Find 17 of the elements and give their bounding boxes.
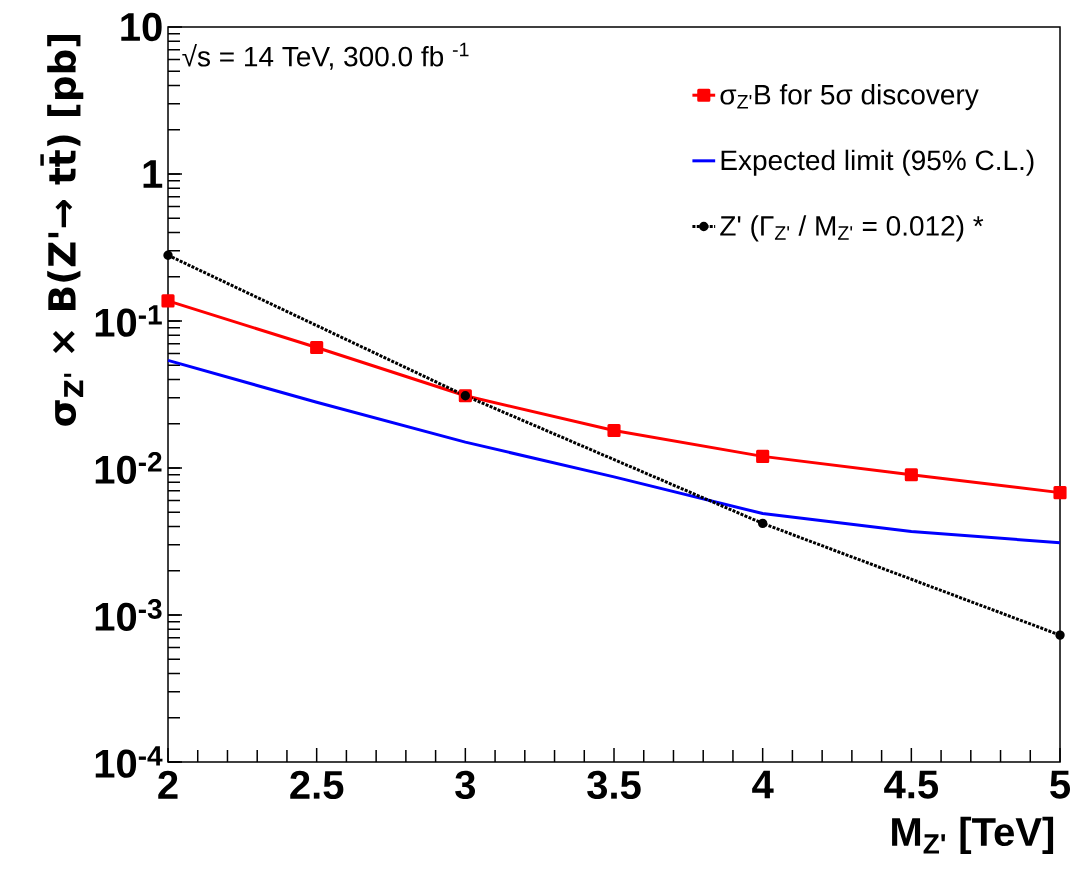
y-tick-label: 10	[121, 12, 162, 42]
x-axis-title: M$_{Z'}$ [TeV]	[892, 816, 1054, 855]
x-tick-label: 3.5	[587, 770, 641, 800]
annotation: √s = 14 TeV, 300.0 fb $^{-1}$	[182, 42, 469, 70]
y-tick-label: 10$^{-2}$	[95, 452, 162, 484]
x-tick-label: 4	[752, 770, 774, 799]
y-axis-title: σ$_{Z'}$ × B(Z'→ tt̄) [pb]	[40, 34, 84, 426]
y-tick-label: 1	[143, 160, 163, 188]
legend-label: σ$_{Z'}$B for 5σ discovery	[720, 84, 979, 111]
legend-label: Expected limit (95% C.L.)	[721, 149, 1034, 176]
legend-label: Z' (Γ$_{Z'}$ / M$_{Z'}$ = 0.012) *	[720, 215, 984, 242]
x-tick-label: 3	[455, 770, 476, 800]
x-tick-label: 5	[1050, 770, 1071, 799]
y-tick-label: 10$^{-3}$	[95, 599, 162, 631]
y-tick-label: 10$^{-1}$	[95, 305, 162, 337]
x-tick-label: 4.5	[884, 770, 939, 799]
x-tick-label: 2.5	[290, 770, 344, 800]
